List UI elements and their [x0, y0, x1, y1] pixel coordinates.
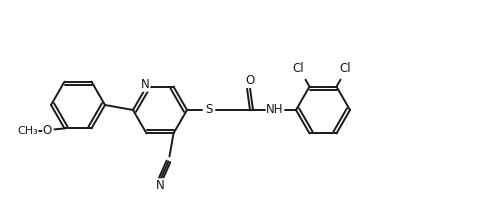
Text: N: N: [156, 179, 165, 192]
Text: Cl: Cl: [340, 62, 352, 75]
Text: CH₃: CH₃: [17, 126, 38, 136]
Text: O: O: [246, 75, 254, 87]
Text: O: O: [43, 124, 52, 137]
Text: S: S: [205, 104, 212, 116]
Text: NH: NH: [266, 104, 284, 116]
Text: N: N: [141, 78, 150, 91]
Text: Cl: Cl: [293, 62, 304, 75]
